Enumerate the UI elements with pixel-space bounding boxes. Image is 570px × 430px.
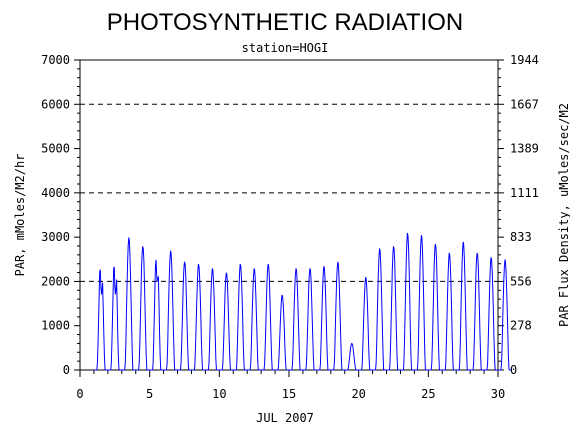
y-axis-right: 0 278 556 833 1111 1389 1667 1944 xyxy=(498,53,539,377)
plot-frame xyxy=(79,59,499,371)
y-right-tick-label: 1111 xyxy=(510,186,539,200)
y-right-tick-label: 0 xyxy=(510,363,517,377)
x-tick-label: 15 xyxy=(282,387,296,401)
x-tick-label: 25 xyxy=(421,387,435,401)
x-axis-label: JUL 2007 xyxy=(256,411,314,425)
y-right-tick-label: 1667 xyxy=(510,97,539,111)
chart-subtitle: station=HOGI xyxy=(242,41,329,55)
y-tick-label: 5000 xyxy=(41,142,70,156)
x-tick-label: 0 xyxy=(76,387,83,401)
series-line xyxy=(93,232,512,371)
x-tick-label: 10 xyxy=(212,387,226,401)
y-tick-label: 6000 xyxy=(41,97,70,111)
chart-title: PHOTOSYNTHETIC RADIATION xyxy=(107,9,463,36)
y-tick-label: 1000 xyxy=(41,319,70,333)
x-tick-label: 20 xyxy=(351,387,365,401)
y-tick-label: 2000 xyxy=(41,274,70,288)
y-tick-label: 0 xyxy=(63,363,70,377)
y-right-tick-label: 833 xyxy=(510,230,532,244)
y-axis-left: 0 1000 2000 3000 4000 5000 6000 7000 xyxy=(41,53,80,377)
y-right-tick-label: 278 xyxy=(510,319,532,333)
y-tick-label: 7000 xyxy=(41,53,70,67)
x-tick-label: 30 xyxy=(491,387,505,401)
y-tick-label: 3000 xyxy=(41,230,70,244)
y-right-tick-label: 556 xyxy=(510,274,532,288)
y-right-tick-label: 1944 xyxy=(510,53,539,67)
x-tick-label: 5 xyxy=(146,387,153,401)
y-axis-left-label: PAR, mMoles/M2/hr xyxy=(13,154,27,277)
y-right-tick-label: 1389 xyxy=(510,142,539,156)
y-axis-right-label: PAR Flux Density, uMoles/sec/M2 xyxy=(557,103,570,327)
gridlines xyxy=(80,103,498,282)
x-axis: 0 5 10 15 20 25 30 xyxy=(76,370,505,401)
y-tick-label: 4000 xyxy=(41,186,70,200)
